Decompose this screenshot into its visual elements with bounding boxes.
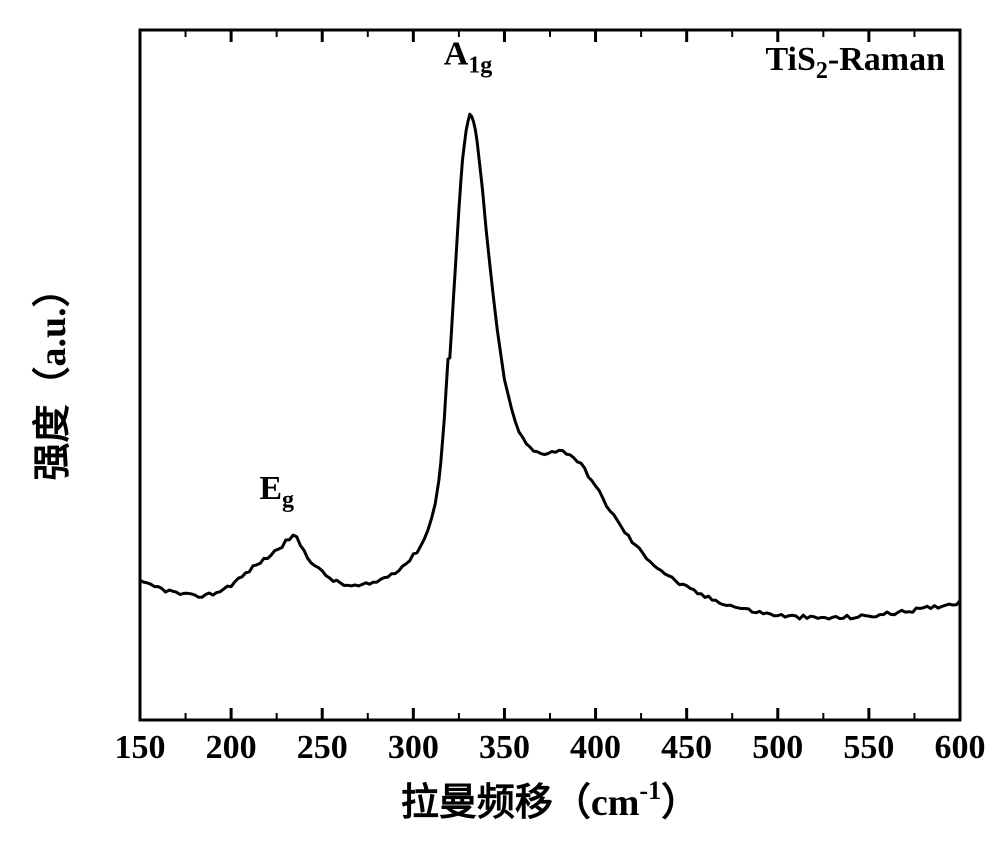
y-axis-label: 强度（a.u.）: [32, 269, 74, 480]
x-tick-label: 550: [843, 729, 894, 766]
x-tick-label: 250: [297, 729, 348, 766]
x-tick-label: 300: [388, 729, 439, 766]
x-tick-label: 500: [752, 729, 803, 766]
x-axis-label: 拉曼频移（cm-1）: [401, 776, 699, 824]
x-tick-label: 200: [206, 729, 257, 766]
chart-title: TiS2-Raman: [765, 41, 945, 84]
x-tick-label: 400: [570, 729, 621, 766]
raman-spectrum-chart: 150200250300350400450500550600EgA1gTiS2-…: [0, 0, 1000, 863]
chart-container: 150200250300350400450500550600EgA1gTiS2-…: [0, 0, 1000, 863]
x-tick-label: 150: [115, 729, 166, 766]
x-tick-label: 600: [935, 729, 986, 766]
x-tick-label: 350: [479, 729, 530, 766]
x-tick-label: 450: [661, 729, 712, 766]
